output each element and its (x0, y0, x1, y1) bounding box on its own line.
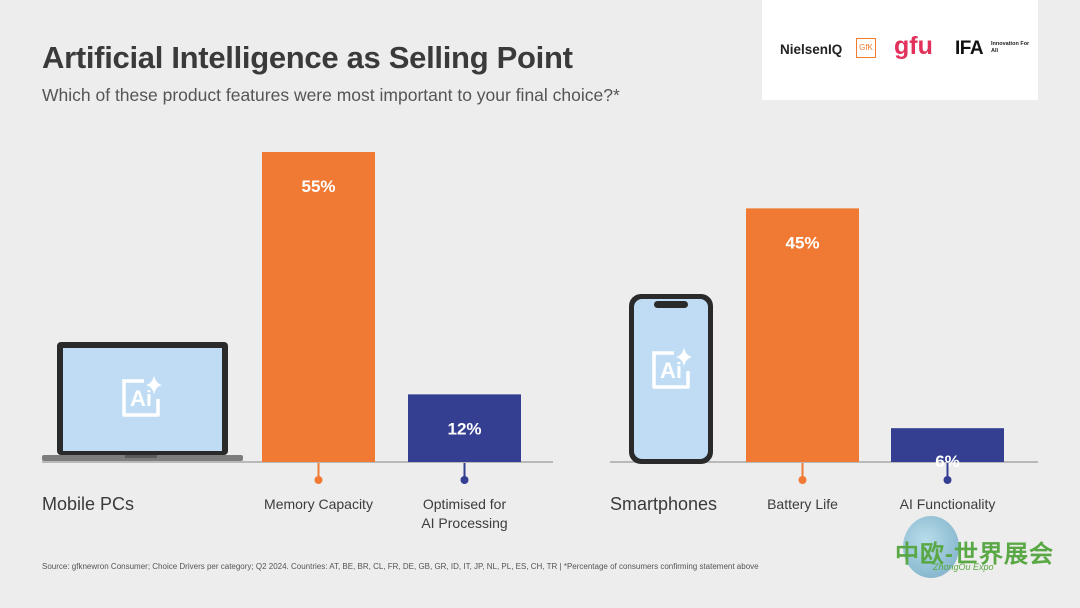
ai-frame (652, 359, 690, 389)
ai-frame (122, 387, 160, 417)
ai-text: Ai (130, 386, 152, 411)
sparkle-icon (146, 375, 162, 395)
phone-screen (634, 299, 708, 459)
ai-chip-icon: Ai (652, 347, 692, 389)
pin-dot (943, 476, 952, 484)
pin-dot (460, 476, 469, 484)
source-note: Source: gfknewron Consumer; Choice Drive… (42, 562, 759, 571)
chart-title: Artificial Intelligence as Selling Point (42, 40, 573, 75)
ai-chip-icon: Ai (122, 375, 162, 417)
data-label: 6% (935, 452, 960, 471)
pin-dot (798, 476, 807, 484)
bar-pc-1 (408, 394, 521, 462)
data-label: 12% (447, 419, 481, 438)
category-label: AI Processing (421, 515, 507, 531)
watermark-text: 中欧-世界展会 (895, 541, 1054, 568)
watermark: 中欧-世界展会 ZhongOu Expo (895, 516, 1055, 590)
ai-text: Ai (660, 358, 682, 383)
laptop-screen (63, 348, 222, 451)
gfu-logo: gfu (894, 32, 933, 60)
ai-frame-top (122, 379, 144, 387)
bar-phone-0 (746, 208, 859, 462)
gfk-logo: GfK (856, 38, 876, 58)
nielseniq-logo: NielsenIQ (780, 42, 843, 57)
watermark-subtext: ZhongOu Expo (933, 562, 994, 572)
category-label: Optimised for (423, 496, 507, 512)
logo-box: NielsenIQ GfK gfu IFA Innovation For All (762, 0, 1038, 100)
laptop-notch (125, 455, 157, 458)
data-label: 45% (785, 233, 819, 252)
phone-island (654, 301, 688, 308)
group-label: Mobile PCs (42, 494, 134, 514)
category-label: AI Functionality (900, 496, 996, 512)
ifa-logo: IFA (955, 38, 984, 59)
ai-frame-top (652, 351, 674, 359)
bar-phone-1 (891, 428, 1004, 462)
data-label: 55% (301, 177, 335, 196)
globe-icon (903, 516, 959, 578)
group-label: Smartphones (610, 494, 717, 514)
category-label: Battery Life (767, 496, 838, 512)
sparkle-icon (676, 347, 692, 367)
category-label: Memory Capacity (264, 496, 373, 512)
chart-subtitle: Which of these product features were mos… (42, 85, 620, 105)
ifa-tagline: Innovation For All (991, 41, 1030, 54)
pin-dot (314, 476, 323, 484)
bar-pc-0 (262, 152, 375, 462)
